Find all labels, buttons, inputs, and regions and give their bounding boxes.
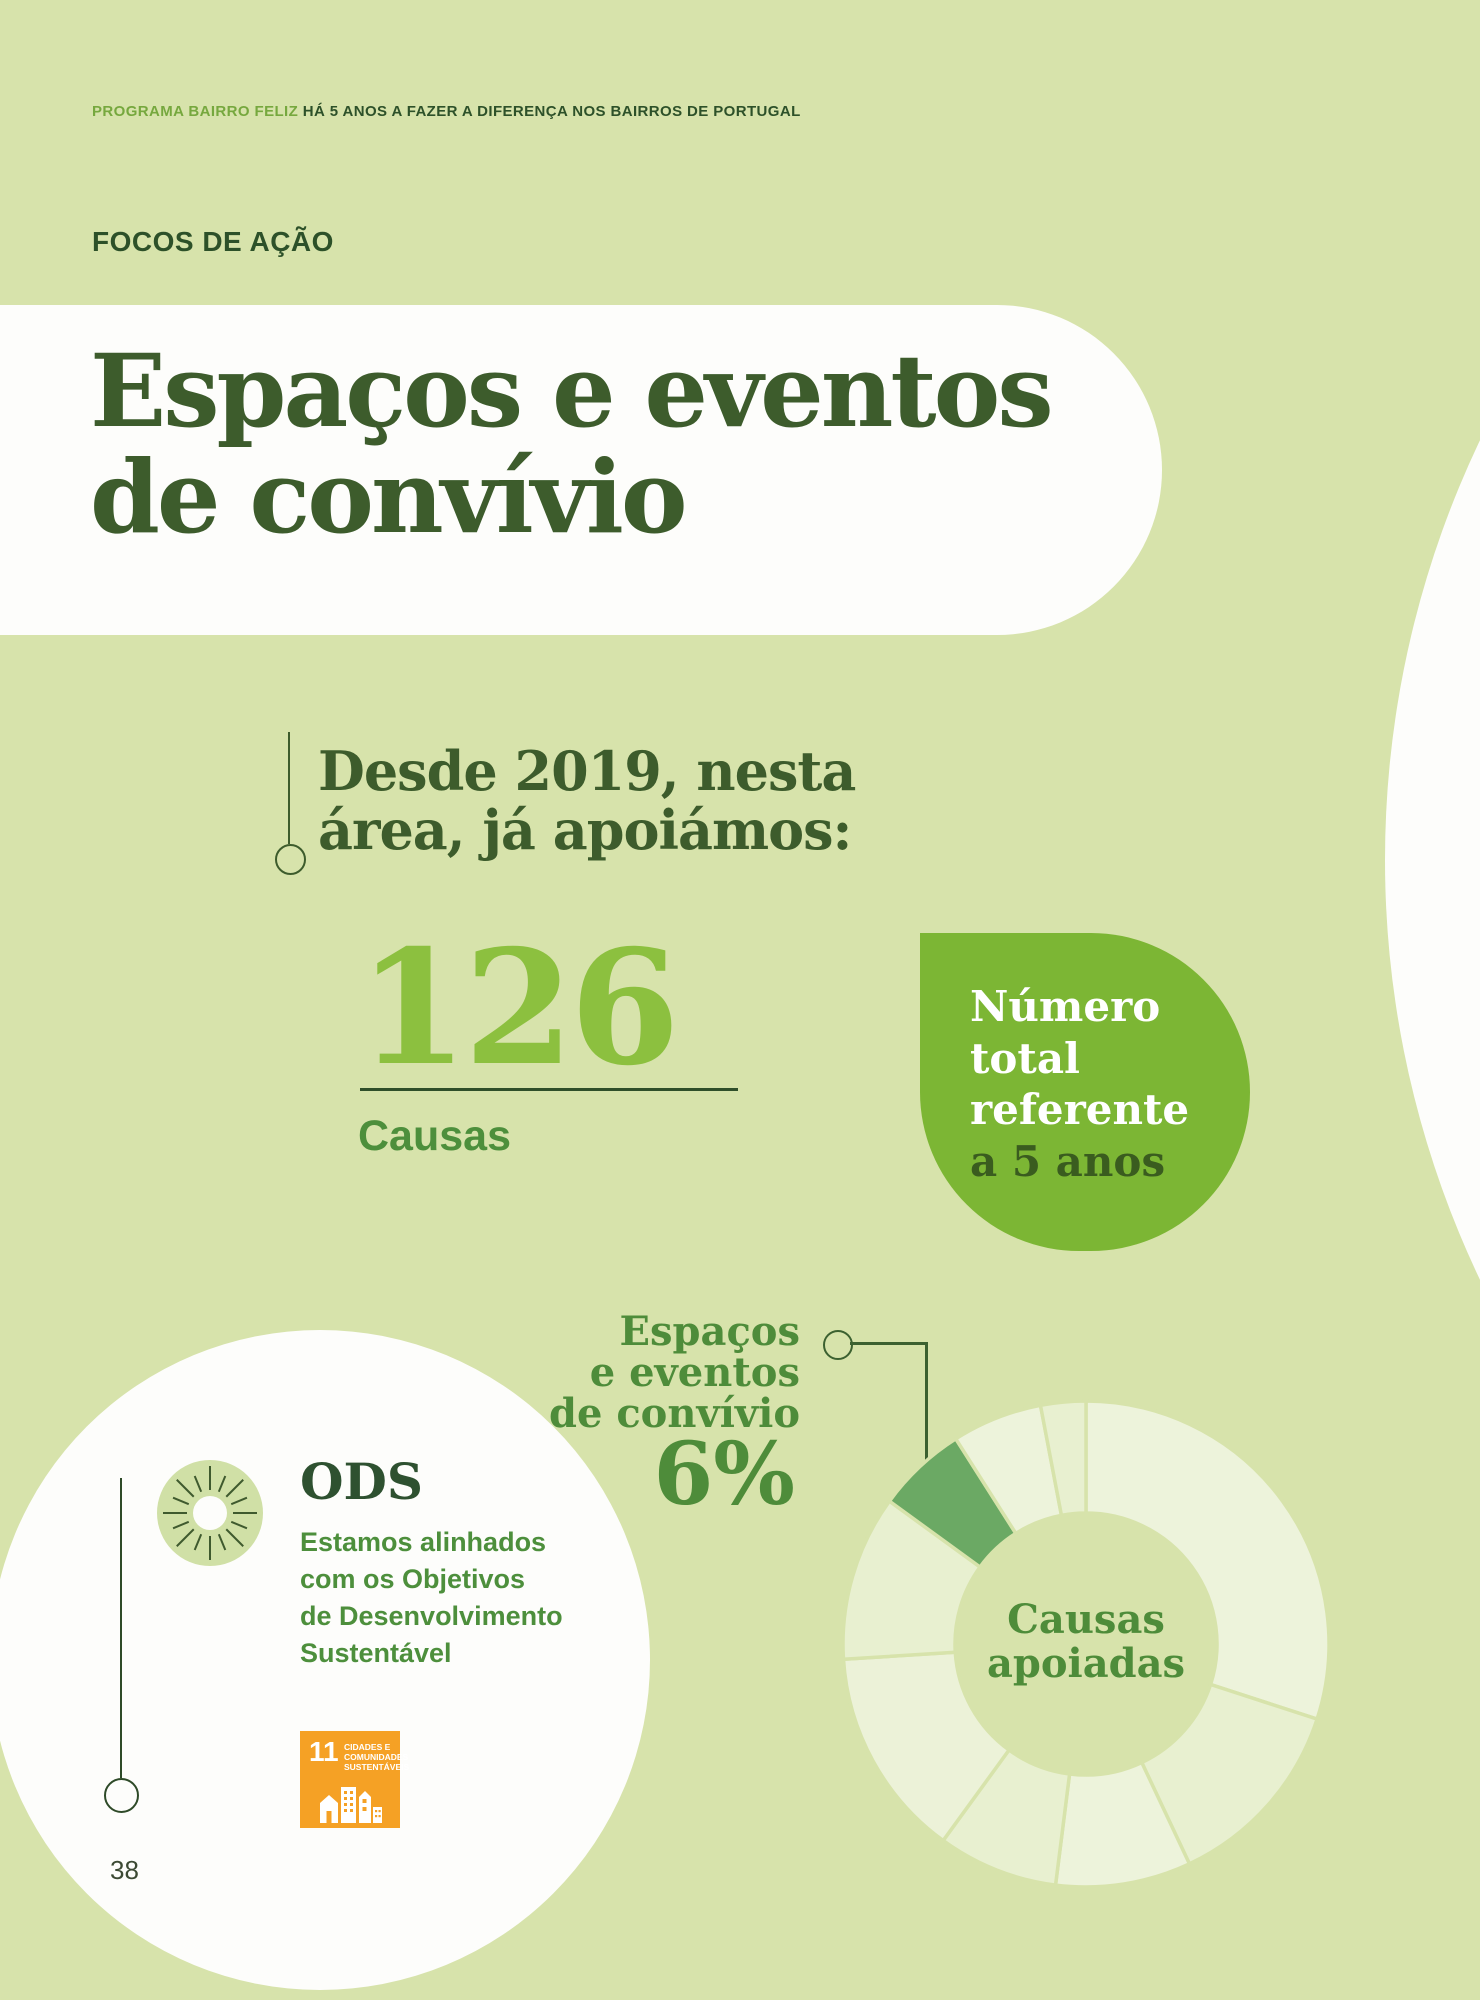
header-tagline: HÁ 5 ANOS A FAZER A DIFERENÇA NOS BAIRRO…	[298, 103, 801, 120]
callout-connector-circle	[823, 1330, 853, 1360]
sdg-badge-label: CIDADES E COMUNIDADES SUSTENTÁVEIS	[344, 1742, 409, 1773]
donut-center-line1: Causas	[1007, 1596, 1165, 1643]
page-title-line2: de convívio	[90, 438, 688, 556]
callout-percentage: 6%	[653, 1424, 795, 1525]
page-title: Espaços e eventos de convívio	[90, 332, 1054, 556]
intro-text-line1: Desde 2019, nesta	[318, 739, 856, 803]
hero-banner	[0, 305, 1162, 635]
page-title-line1: Espaços e eventos	[90, 332, 1054, 450]
sdg-label-line3: SUSTENTÁVEIS	[344, 1762, 410, 1773]
right-edge-white-circle	[1385, 0, 1480, 1835]
page-header: PROGRAMA BAIRRO FELIZ HÁ 5 ANOS A FAZER …	[92, 103, 801, 120]
callout-connector-vline	[925, 1342, 928, 1464]
note-blob-line1: Número	[970, 982, 1161, 1031]
brand-name: PROGRAMA BAIRRO FELIZ	[92, 103, 299, 120]
note-blob-line2: total	[970, 1033, 1080, 1083]
intro-text: Desde 2019, nesta área, já apoiámos:	[318, 739, 856, 863]
ods-desc-line1: Estamos alinhados	[300, 1527, 547, 1557]
donut-center-line2: apoiadas	[986, 1640, 1186, 1687]
stat-label: Causas	[358, 1112, 511, 1160]
stat-value: 126	[358, 916, 680, 1101]
note-blob-line4: a 5 anos	[970, 1136, 1166, 1186]
section-label: FOCOS DE AÇÃO	[92, 226, 334, 257]
donut-chart	[841, 1399, 1331, 1889]
ods-connector-circle	[104, 1778, 139, 1813]
intro-text-line2: área, já apoiámos:	[318, 798, 852, 863]
ods-desc-line2: com os Objetivos	[300, 1563, 526, 1594]
sun-icon	[157, 1460, 263, 1566]
donut-slice	[1084, 1399, 1331, 1722]
stat-underline	[360, 1088, 738, 1091]
note-blob-line3: referente	[970, 1085, 1190, 1135]
callout-connector-hline	[850, 1342, 928, 1345]
page-number: 38	[110, 1855, 139, 1885]
ods-description: Estamos alinhados com os Objetivos de De…	[300, 1524, 563, 1672]
donut-center-label: Causas apoiadas	[936, 1598, 1236, 1686]
ods-title: ODS	[300, 1452, 424, 1511]
note-blob: Número total referente a 5 anos	[920, 933, 1250, 1251]
ods-connector-line	[120, 1478, 122, 1778]
ods-desc-line4: Sustentável	[300, 1637, 452, 1668]
chart-callout-label: Espaços e eventos de convívio	[520, 1308, 800, 1437]
callout-line2: e eventos	[589, 1348, 800, 1396]
city-buildings-icon	[320, 1787, 382, 1823]
intro-connector-line	[288, 732, 290, 844]
donut-slice	[1038, 1399, 1088, 1518]
sdg-label-line2: COMUNIDADES	[344, 1752, 409, 1763]
callout-line3: de convívio	[548, 1389, 800, 1437]
intro-connector-circle	[275, 844, 306, 875]
ods-section-circle	[0, 1330, 650, 1990]
sdg-badge-number: 11	[309, 1736, 339, 1767]
sdg-label-line1: CIDADES E	[344, 1742, 391, 1752]
callout-line1: Espaços	[619, 1308, 800, 1355]
sdg-11-badge: 11 CIDADES E COMUNIDADES SUSTENTÁVEIS	[300, 1731, 409, 1828]
note-blob-text: Número total referente a 5 anos	[970, 981, 1189, 1188]
ods-desc-line3: de Desenvolvimento	[300, 1600, 563, 1631]
